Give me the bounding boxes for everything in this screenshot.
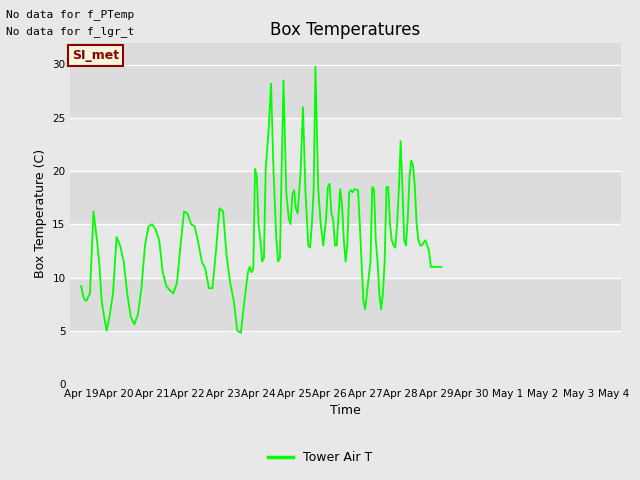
- Bar: [70, 277, 621, 331]
- Legend: Tower Air T: Tower Air T: [263, 446, 377, 469]
- Title: Box Temperatures: Box Temperatures: [271, 21, 420, 39]
- Bar: [70, 171, 621, 224]
- Bar: [70, 331, 621, 384]
- X-axis label: Time: Time: [330, 405, 361, 418]
- Bar: [70, 224, 621, 277]
- Text: No data for f_lgr_t: No data for f_lgr_t: [6, 25, 134, 36]
- Y-axis label: Box Temperature (C): Box Temperature (C): [34, 149, 47, 278]
- Bar: [70, 118, 621, 171]
- Text: SI_met: SI_met: [72, 49, 119, 62]
- Bar: [70, 64, 621, 118]
- Text: No data for f_PTemp: No data for f_PTemp: [6, 9, 134, 20]
